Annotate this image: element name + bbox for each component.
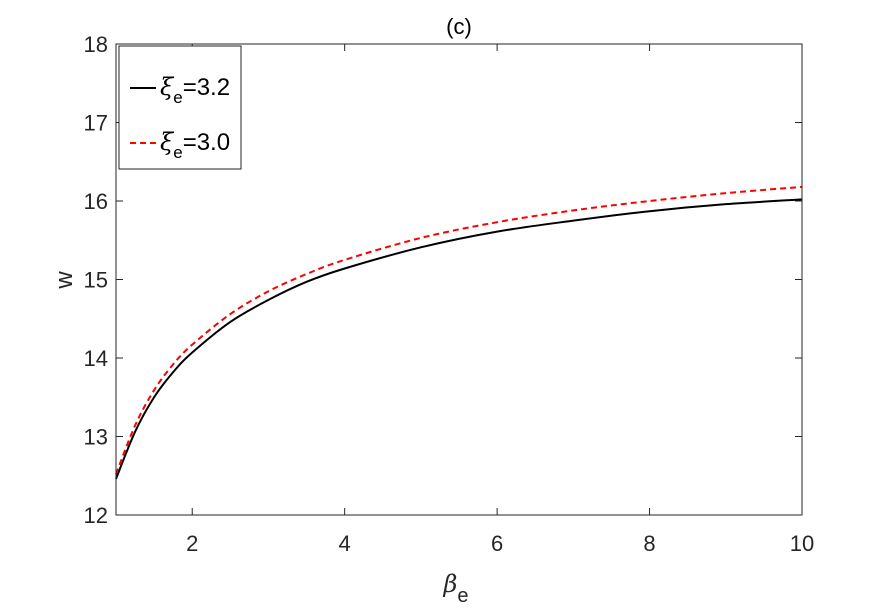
y-axis-label: w [51, 271, 78, 290]
y-tick-label-16: 16 [84, 189, 108, 214]
y-tick-label-15: 15 [84, 268, 108, 293]
x-tick-label-6: 6 [491, 531, 503, 556]
legend-label-1: ξe=3.0 [160, 128, 230, 162]
chart-title: (c) [446, 14, 472, 39]
legend-label-0: ξe=3.2 [160, 73, 230, 107]
legend-label-0-subscript: e [173, 88, 182, 107]
series-line-0 [115, 198, 803, 480]
x-tick-label-8: 8 [643, 531, 655, 556]
y-tick-label-14: 14 [84, 346, 108, 371]
legend-label-1-symbol: ξ [160, 128, 175, 156]
legend-label-1-subscript: e [173, 143, 182, 162]
legend-label-0-value: =3.2 [183, 74, 230, 101]
y-tick-label-17: 17 [84, 111, 108, 136]
legend-label-1-value: =3.0 [183, 129, 230, 156]
x-tick-label-2: 2 [186, 531, 198, 556]
legend-label-0-symbol: ξ [160, 73, 175, 101]
ticks-layer: 2 4 6 8 10 12 13 14 15 16 17 18 [84, 32, 815, 556]
x-tick-label-4: 4 [339, 531, 351, 556]
legend-box [118, 45, 242, 170]
series-layer [115, 185, 803, 480]
y-tick-label-18: 18 [84, 32, 108, 57]
x-axis-label-subscript: e [457, 585, 468, 607]
y-tick-label-13: 13 [84, 425, 108, 450]
x-axis-label-symbol: β [443, 570, 458, 598]
plot-frame [115, 43, 803, 516]
legend: ξe=3.2 ξe=3.0 [118, 45, 242, 170]
y-tick-label-12: 12 [84, 503, 108, 528]
x-tick-label-10: 10 [790, 531, 814, 556]
x-axis-label: βe [443, 570, 469, 607]
